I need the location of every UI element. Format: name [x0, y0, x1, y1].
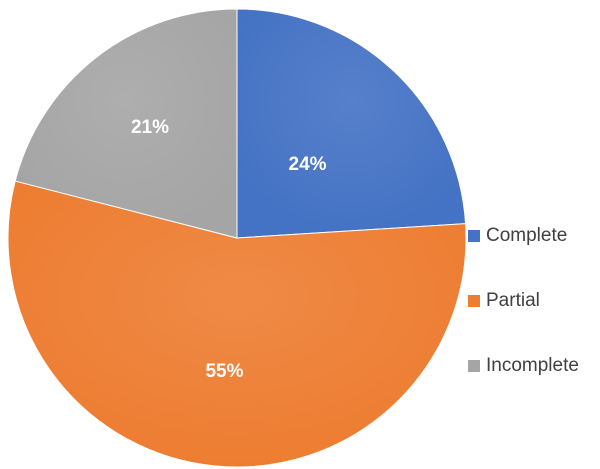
legend-swatch-partial: [468, 295, 480, 307]
legend-label-partial: Partial: [486, 290, 540, 311]
pie-slice-sheen-complete: [237, 9, 466, 238]
legend-item-complete[interactable]: Complete: [468, 225, 598, 246]
legend-label-complete: Complete: [486, 225, 568, 246]
data-label-incomplete: 21%: [131, 117, 169, 138]
pie-slices: [7, 8, 467, 468]
legend: Complete Partial Incomplete: [468, 225, 598, 421]
legend-item-incomplete[interactable]: Incomplete: [468, 355, 598, 376]
pie-slice-sheen-incomplete: [15, 9, 237, 238]
data-label-complete: 24%: [289, 154, 327, 175]
data-label-partial: 55%: [205, 361, 243, 382]
pie-data-labels: 24% 55% 21%: [131, 117, 327, 382]
legend-swatch-incomplete: [468, 360, 480, 372]
legend-label-incomplete: Incomplete: [486, 355, 579, 376]
pie-slice-sheen-partial: [8, 181, 466, 467]
legend-swatch-complete: [468, 230, 480, 242]
legend-item-partial[interactable]: Partial: [468, 290, 598, 311]
